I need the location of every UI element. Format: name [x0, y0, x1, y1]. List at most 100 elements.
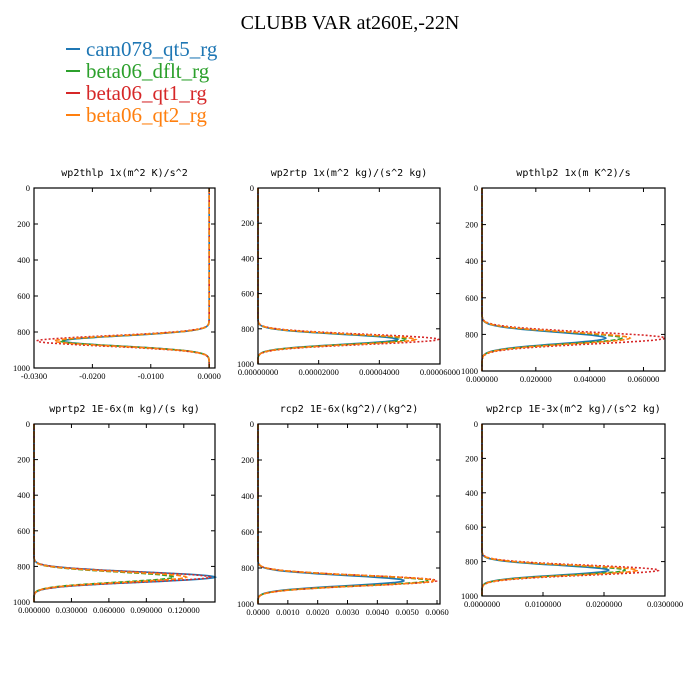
- panel-title: wp2rcp 1E-3x(m^2 kg)/(s^2 kg): [486, 404, 661, 415]
- series-line: [53, 188, 210, 368]
- series-line: [481, 424, 626, 596]
- y-tick-label: 200: [465, 453, 478, 463]
- x-tick-label: -0.0300: [21, 371, 47, 381]
- x-tick-label: 0.00004000: [359, 367, 399, 377]
- legend-swatch: [66, 48, 80, 50]
- panel-title: wprtp2 1E-6x(m kg)/(s kg): [49, 404, 200, 415]
- x-tick-label: 0.090000: [130, 605, 162, 615]
- y-tick-label: 800: [241, 324, 254, 334]
- plot-frame: [33, 187, 216, 369]
- y-tick-label: 600: [465, 293, 478, 303]
- x-tick-label: 0.0060: [425, 607, 448, 617]
- y-tick-label: 0: [474, 183, 478, 193]
- series-line: [62, 188, 210, 368]
- y-tick-label: 400: [241, 253, 254, 263]
- y-tick-label: 200: [17, 455, 30, 465]
- y-tick-label: 200: [241, 455, 254, 465]
- legend-label: beta06_qt1_rg: [86, 81, 207, 105]
- x-tick-label: 0.030000: [56, 605, 88, 615]
- y-tick-label: 200: [465, 220, 478, 230]
- plot-frame: [481, 423, 666, 597]
- y-tick-label: 600: [17, 526, 30, 536]
- x-tick-label: 0.000000: [466, 374, 498, 384]
- plot-frame: [33, 423, 216, 603]
- legend-item: beta06_qt2_rg: [66, 104, 217, 126]
- x-tick-label: 0.0000: [246, 607, 269, 617]
- y-tick-label: 400: [241, 491, 254, 501]
- legend-label: beta06_dflt_rg: [86, 59, 210, 83]
- chart-panel: wp2rcp 1E-3x(m^2 kg)/(s^2 kg) 0 200 400 600 8…: [461, 404, 683, 609]
- x-tick-label: 0.0040: [366, 607, 389, 617]
- series-line: [257, 188, 400, 364]
- y-tick-label: 800: [17, 561, 30, 571]
- y-tick-label: 1000: [237, 599, 254, 609]
- x-tick-label: -0.0200: [79, 371, 105, 381]
- series-line: [33, 424, 218, 602]
- panel-title: wpthlp2 1x(m K^2)/s: [516, 168, 630, 179]
- legend-swatch: [66, 92, 80, 94]
- legend-swatch: [66, 114, 80, 116]
- legend: cam078_qt5_rg beta06_dflt_rg beta06_qt1_…: [66, 38, 217, 126]
- y-tick-label: 400: [465, 256, 478, 266]
- x-tick-label: -0.0100: [138, 371, 164, 381]
- y-tick-label: 600: [241, 289, 254, 299]
- x-tick-label: 0.00006000: [420, 367, 460, 377]
- legend-label: beta06_qt2_rg: [86, 103, 207, 127]
- chart-panel: wp2thlp 1x(m^2 K)/s^202004006008001000-0…: [13, 168, 221, 381]
- x-tick-label: 0.0010: [276, 607, 299, 617]
- y-tick-label: 600: [17, 291, 30, 301]
- x-tick-label: 0.0200000: [586, 599, 622, 609]
- figure-title: CLUBB VAR at260E,-22N: [240, 12, 460, 34]
- series-line: [33, 424, 176, 602]
- y-tick-label: 1000: [461, 366, 478, 376]
- x-tick-label: 0.040000: [574, 374, 606, 384]
- y-tick-label: 800: [17, 327, 30, 337]
- y-tick-label: 0: [250, 183, 254, 193]
- y-tick-label: 600: [465, 522, 478, 532]
- x-tick-label: 0.000000: [18, 605, 50, 615]
- x-tick-label: 0.0000: [197, 371, 220, 381]
- y-tick-label: 800: [465, 557, 478, 567]
- x-tick-label: 0.020000: [520, 374, 552, 384]
- y-tick-label: 1000: [13, 363, 30, 373]
- plot-frame: [257, 187, 441, 365]
- y-tick-label: 1000: [13, 597, 30, 607]
- series-line: [257, 424, 435, 604]
- legend-label: cam078_qt5_rg: [86, 37, 218, 61]
- y-tick-label: 0: [26, 183, 30, 193]
- x-tick-label: 0.0030: [336, 607, 359, 617]
- x-tick-label: 0.0050: [395, 607, 418, 617]
- legend-item: beta06_dflt_rg: [66, 60, 217, 82]
- series-line: [257, 424, 438, 604]
- y-tick-label: 0: [474, 419, 478, 429]
- chart-panel: rcp2 1E-6x(kg^2)/(kg^2) 0 200 400 600 800 1000…: [237, 404, 449, 617]
- chart-panel: wprtp2 1E-6x(m kg)/(s kg) 0 200 400 600 800 10…: [13, 404, 218, 615]
- y-tick-label: 800: [241, 563, 254, 573]
- series-line: [59, 188, 210, 368]
- legend-swatch: [66, 70, 80, 72]
- series-line: [481, 424, 660, 596]
- y-tick-label: 400: [17, 255, 30, 265]
- y-tick-label: 1000: [237, 359, 254, 369]
- y-tick-label: 0: [250, 419, 254, 429]
- panel-title: rcp2 1E-6x(kg^2)/(kg^2): [280, 404, 418, 415]
- chart-panel: wp2rtp 1x(m^2 kg)/(s^2 kg) 0 200 400 600 800 1…: [237, 168, 460, 377]
- panel-title: wp2thlp 1x(m^2 K)/s^2: [61, 168, 187, 179]
- y-tick-label: 0: [26, 419, 30, 429]
- plot-frame: [481, 187, 666, 372]
- y-tick-label: 400: [17, 490, 30, 500]
- y-tick-label: 800: [465, 329, 478, 339]
- x-tick-label: 0.120000: [168, 605, 200, 615]
- chart-panel: wpthlp2 1x(m K^2)/s 0 200 400 600 800 10000.00…: [461, 168, 667, 384]
- y-tick-label: 400: [465, 488, 478, 498]
- x-tick-label: 0.00000000: [238, 367, 278, 377]
- x-tick-label: 0.0100000: [525, 599, 561, 609]
- x-tick-label: 0.060000: [628, 374, 660, 384]
- series-line: [33, 424, 213, 602]
- plot-frame: [257, 423, 441, 605]
- x-tick-label: 0.0300000: [647, 599, 683, 609]
- legend-item: cam078_qt5_rg: [66, 38, 217, 60]
- y-tick-label: 600: [241, 527, 254, 537]
- y-tick-label: 200: [241, 218, 254, 228]
